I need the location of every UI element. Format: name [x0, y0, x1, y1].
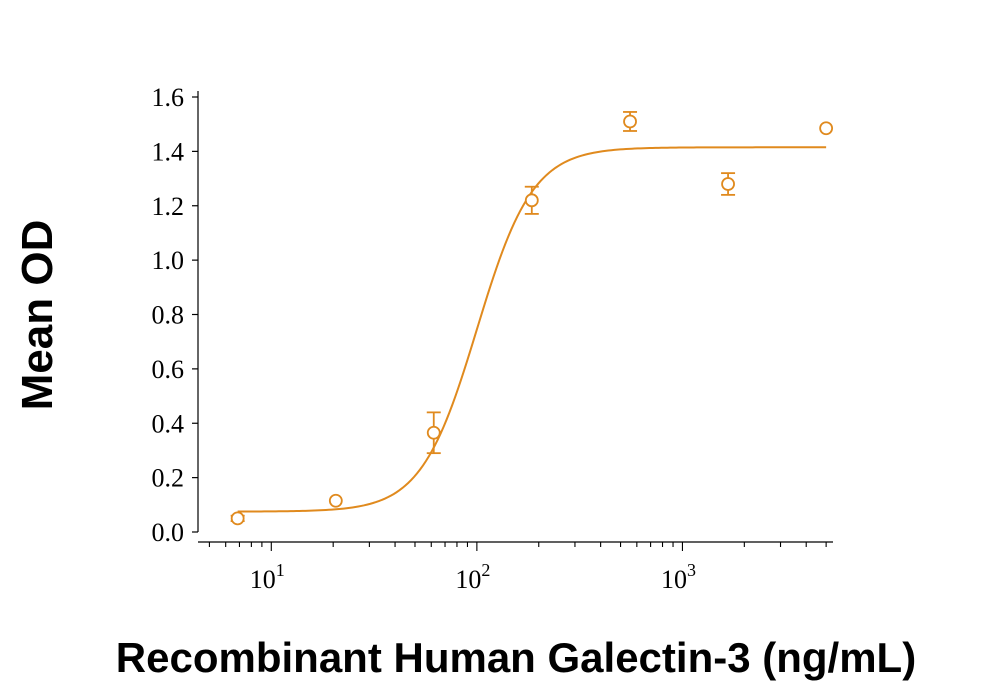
y-axis: 0.0 0.2 0.4 0.6 0.8 1.0 1.2 1.4 1.6	[152, 83, 199, 547]
point-marker	[426, 425, 441, 440]
point-marker	[328, 493, 343, 508]
y-tick-label: 1.0	[152, 246, 185, 275]
point-marker	[721, 177, 735, 191]
data-point	[721, 172, 736, 196]
x-tick-label: 102	[455, 560, 490, 594]
point-marker	[623, 114, 637, 129]
y-tick-label: 0.0	[152, 518, 185, 547]
point-marker	[524, 193, 539, 208]
y-tick-label: 0.4	[152, 409, 185, 438]
data-point	[230, 511, 245, 526]
y-tick-label: 1.4	[152, 137, 185, 166]
y-axis-title: Mean OD	[13, 220, 62, 411]
x-axis: 101 102 103	[198, 541, 833, 594]
data-point	[524, 185, 539, 215]
y-tick-label: 1.6	[152, 83, 185, 112]
data-points-layer	[230, 111, 834, 526]
y-tick-label: 0.8	[152, 301, 185, 330]
x-tick-label: 101	[250, 560, 285, 594]
data-point	[623, 111, 638, 132]
point-marker	[819, 121, 834, 136]
data-point	[426, 411, 441, 455]
x-axis-title: Recombinant Human Galectin-3 (ng/mL)	[116, 634, 916, 681]
y-tick-label: 1.2	[152, 192, 185, 221]
x-tick-label: 103	[661, 560, 696, 594]
data-point	[819, 121, 834, 136]
y-tick-label: 0.6	[152, 355, 185, 384]
y-tick-label: 0.2	[152, 464, 185, 493]
data-point	[328, 493, 343, 508]
point-marker	[230, 511, 245, 526]
